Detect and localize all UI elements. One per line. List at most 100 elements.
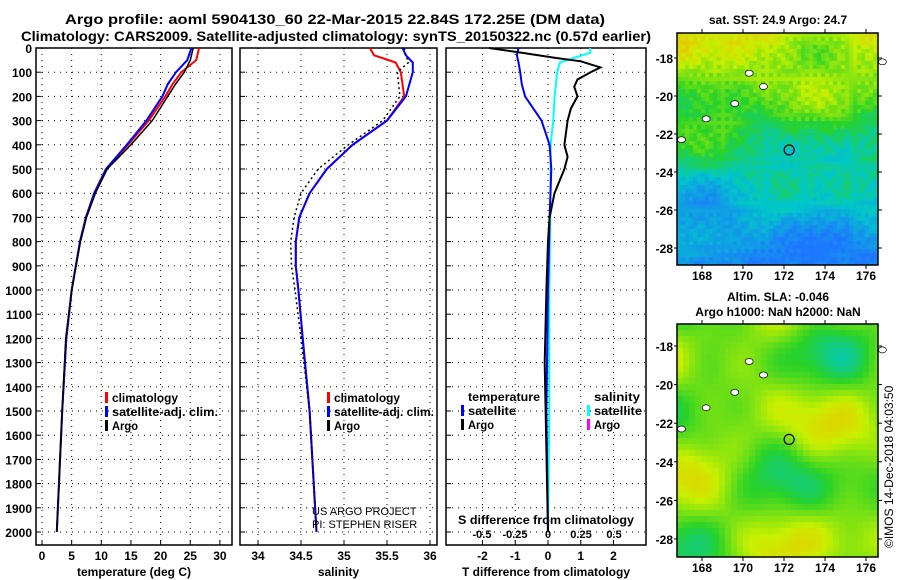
map-cell	[765, 169, 769, 173]
map-cell	[769, 233, 773, 237]
map-cell	[755, 444, 761, 450]
map-cell	[761, 390, 767, 396]
map-cell	[797, 253, 801, 257]
map-cell	[761, 396, 767, 402]
map-cell	[749, 193, 753, 197]
map-cell	[769, 221, 773, 225]
map-cell	[713, 141, 717, 145]
map-cell	[781, 225, 785, 229]
map-cell	[797, 225, 801, 229]
map-cell	[725, 153, 729, 157]
map-cell	[773, 324, 779, 330]
map-cell	[849, 141, 853, 145]
map-cell	[713, 516, 719, 522]
map-cell	[717, 53, 721, 57]
y-tick-label: 1100	[6, 308, 32, 322]
map-cell	[705, 49, 709, 53]
map-cell	[745, 221, 749, 225]
map-cell	[757, 157, 761, 161]
map-cell	[829, 201, 833, 205]
map-cell	[693, 121, 697, 125]
map-cell	[743, 546, 749, 552]
map-cell	[685, 85, 689, 89]
map-cell	[803, 408, 809, 414]
map-cell	[685, 133, 689, 137]
map-cell	[693, 157, 697, 161]
map-cell	[741, 185, 745, 189]
map-cell	[689, 221, 693, 225]
map-cell	[677, 510, 683, 516]
map-cell	[725, 229, 729, 233]
map-cell	[839, 426, 845, 432]
map-cell	[749, 229, 753, 233]
map-cell	[779, 474, 785, 480]
map-cell	[757, 129, 761, 133]
map-cell	[791, 348, 797, 354]
map-cell	[785, 65, 789, 69]
map-cell	[873, 177, 877, 181]
map-cell	[849, 257, 853, 261]
map-cell	[813, 137, 817, 141]
map-cell	[797, 133, 801, 137]
map-cell	[789, 193, 793, 197]
map-cell	[761, 510, 767, 516]
map-cell	[765, 61, 769, 65]
map-cell	[753, 153, 757, 157]
map-cell	[815, 552, 821, 557]
map-cell	[709, 33, 713, 37]
map-cell	[753, 177, 757, 181]
map-cell	[701, 69, 705, 73]
map-cell	[833, 49, 837, 53]
map-cell	[827, 396, 833, 402]
x-tick-label: 34	[251, 549, 265, 563]
map-cell	[857, 205, 861, 209]
map-cell	[761, 354, 767, 360]
map-cell	[781, 241, 785, 245]
map-cell	[773, 157, 777, 161]
map-cell	[821, 49, 825, 53]
map-cell	[753, 89, 757, 93]
map-cell	[677, 37, 681, 41]
map-cell	[857, 101, 861, 105]
map-cell	[825, 169, 829, 173]
map-cell	[725, 125, 729, 129]
map-cell	[817, 101, 821, 105]
map-cell	[737, 41, 741, 45]
map-cell	[707, 408, 713, 414]
map-cell	[849, 249, 853, 253]
map-cell	[865, 45, 869, 49]
map-cell	[765, 49, 769, 53]
map-cell	[713, 125, 717, 129]
map-cell	[681, 181, 685, 185]
map-cell	[779, 450, 785, 456]
map-cell	[725, 330, 731, 336]
map-cell	[713, 89, 717, 93]
map-cell	[753, 133, 757, 137]
map-cell	[821, 354, 827, 360]
x2-tick-label: 0.5	[606, 529, 621, 541]
map-cell	[683, 336, 689, 342]
map-cell	[809, 145, 813, 149]
map-cell	[865, 221, 869, 225]
map-cell	[849, 97, 853, 101]
map-cell	[729, 33, 733, 37]
map-cell	[701, 205, 705, 209]
map-cell	[793, 177, 797, 181]
map-cell	[833, 528, 839, 534]
map-cell	[733, 85, 737, 89]
map-cell	[743, 384, 749, 390]
map-cell	[845, 225, 849, 229]
map-cell	[809, 504, 815, 510]
map-cell	[719, 396, 725, 402]
map-cell	[841, 209, 845, 213]
map-cell	[791, 396, 797, 402]
map-cell	[681, 89, 685, 93]
map-cell	[809, 528, 815, 534]
map-cell	[685, 217, 689, 221]
map-cell	[729, 225, 733, 229]
map-cell	[803, 450, 809, 456]
map-cell	[741, 121, 745, 125]
map-cell	[833, 462, 839, 468]
map-cell	[833, 414, 839, 420]
map-cell	[815, 480, 821, 486]
